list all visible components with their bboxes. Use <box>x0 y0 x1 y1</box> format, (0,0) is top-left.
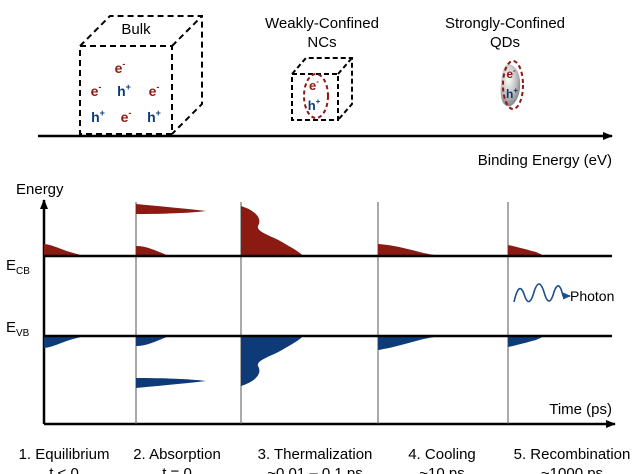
electron-distributions <box>44 204 545 256</box>
stage-label: 3. Thermalization <box>258 446 373 463</box>
electron-label: e- <box>149 82 160 99</box>
bulk-cube <box>79 15 203 135</box>
photon-label: Photon <box>570 288 614 304</box>
electron-distribution-recombination <box>508 245 545 256</box>
electron-distribution-equilibrium <box>44 244 84 256</box>
time-axis-label: Time (ps) <box>549 401 612 418</box>
hole-distribution-absorption-high <box>136 378 206 388</box>
stage-time: t = 0 <box>162 465 192 474</box>
hole-label: h+ <box>506 86 518 101</box>
bulk-carriers: e- e- h+ e- h+ e- h+ <box>91 59 161 125</box>
electron-label: e- <box>506 66 516 81</box>
weakly-confined-label: Weakly-Confined <box>265 15 379 32</box>
qd-particle <box>500 64 521 107</box>
electron-label: e- <box>115 59 126 76</box>
valence-band-label: EVB <box>6 319 30 339</box>
weakly-confined-sublabel: NCs <box>307 34 336 51</box>
stage-time: ~0.01 – 0.1 ps <box>267 465 363 474</box>
hole-distribution-thermalization <box>241 336 303 386</box>
hole-distributions <box>44 336 545 388</box>
conduction-band-label: ECB <box>6 257 30 277</box>
binding-energy-axis-label: Binding Energy (eV) <box>478 152 612 169</box>
electron-distribution-thermalization <box>241 206 303 256</box>
electron-label: e- <box>121 108 132 125</box>
electron-distribution-absorption-high <box>136 204 206 214</box>
strongly-confined-label: Strongly-Confined <box>445 15 565 32</box>
electron-distribution-absorption-low <box>136 246 172 256</box>
stage-labels: 1. Equilibrium 2. Absorption 3. Thermali… <box>19 446 631 474</box>
hole-distribution-absorption-low <box>136 336 172 346</box>
stage-label: 1. Equilibrium <box>19 446 110 463</box>
hole-distribution-equilibrium <box>44 336 84 348</box>
strongly-confined-sublabel: QDs <box>490 34 520 51</box>
hole-distribution-cooling <box>378 336 440 350</box>
stage-time: t < 0 <box>49 465 79 474</box>
stage-time: ~1000 ps <box>541 465 603 474</box>
hole-distribution-recombination <box>508 336 545 347</box>
exciton-ellipse <box>502 60 524 110</box>
energy-axis-label: Energy <box>16 181 64 198</box>
electron-distribution-cooling <box>378 244 440 256</box>
bulk-label: Bulk <box>121 21 151 38</box>
stage-time: ~10 ps <box>419 465 464 474</box>
stage-label: 2. Absorption <box>133 446 221 463</box>
electron-label: e- <box>309 77 319 93</box>
hole-label: h+ <box>308 97 321 113</box>
stage-label: 5. Recombination <box>514 446 631 463</box>
hole-label: h+ <box>91 108 105 125</box>
photon-wave-icon <box>513 283 571 303</box>
stage-label: 4. Cooling <box>408 446 476 463</box>
stage-dividers <box>135 202 509 424</box>
hole-label: h+ <box>147 108 161 125</box>
exciton-ellipse <box>303 73 329 119</box>
hole-label: h+ <box>117 82 131 99</box>
electron-label: e- <box>91 82 102 99</box>
nc-cube <box>291 57 353 121</box>
